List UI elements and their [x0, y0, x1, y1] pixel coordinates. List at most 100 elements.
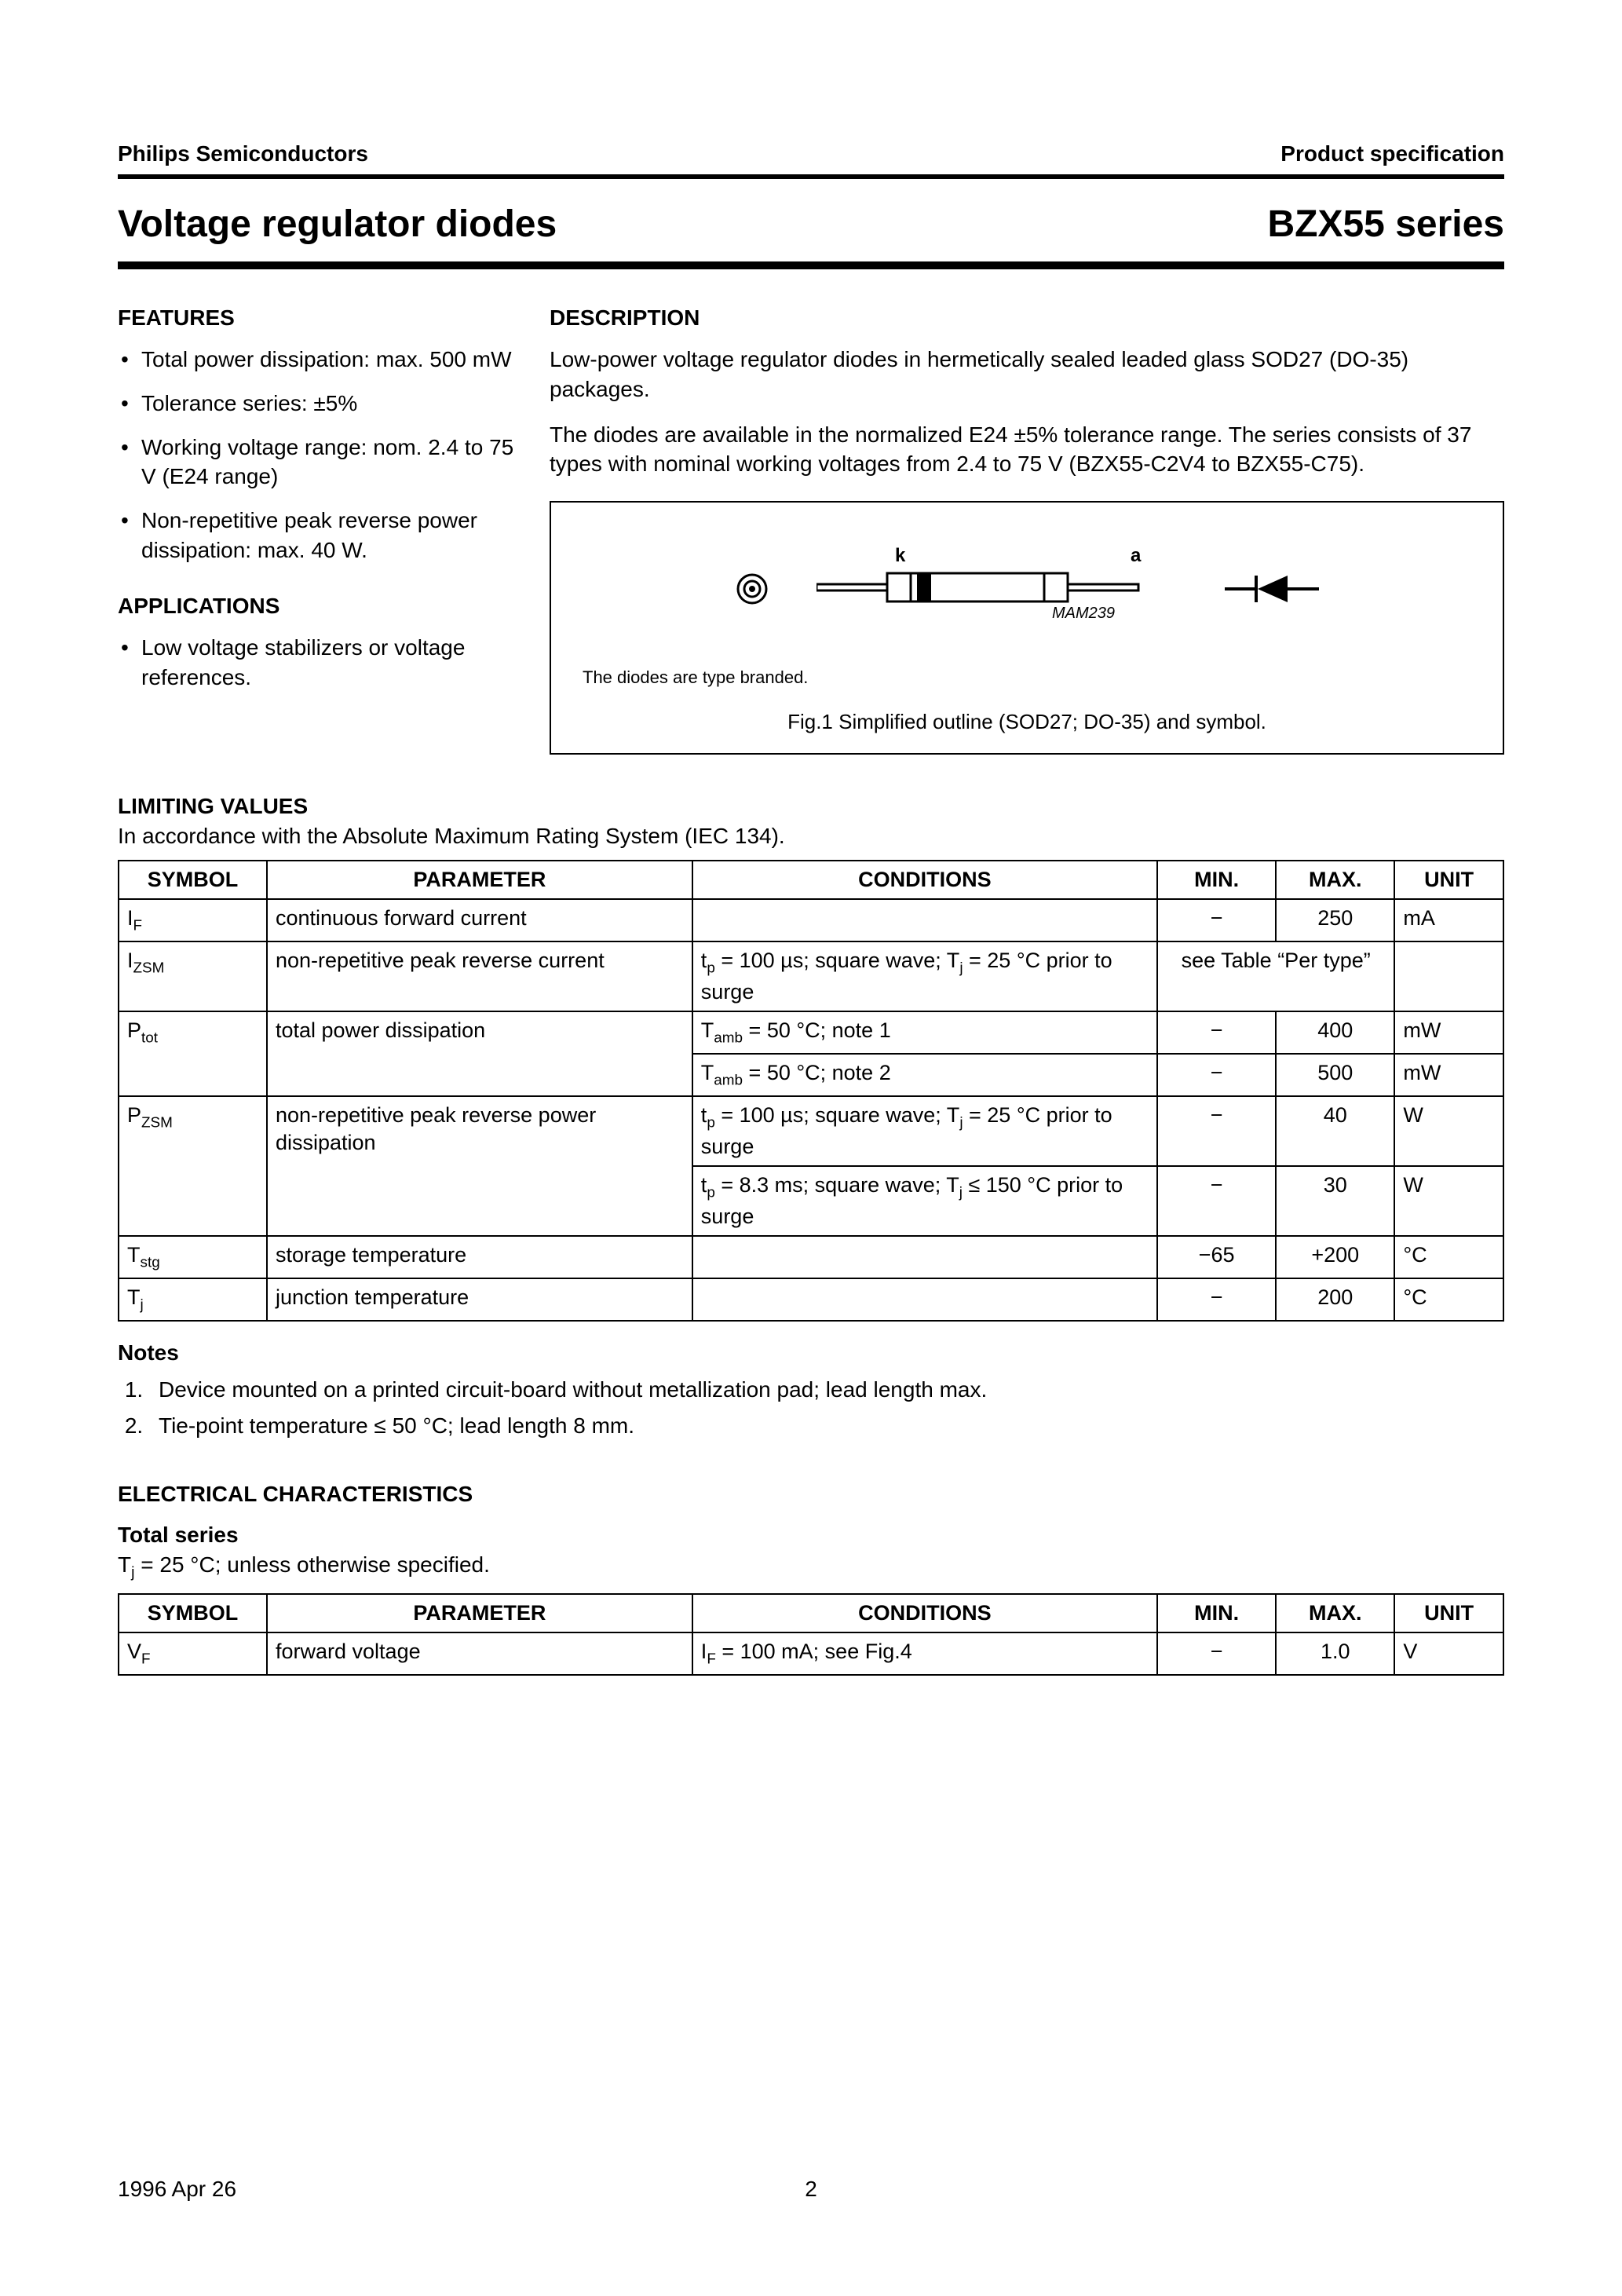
- notes-heading: Notes: [118, 1340, 1504, 1366]
- table-cell: PZSM: [119, 1096, 267, 1166]
- table-cell: °C: [1394, 1278, 1503, 1321]
- table-cell: W: [1394, 1166, 1503, 1236]
- table-cell: 250: [1276, 899, 1394, 941]
- table-cell: 400: [1276, 1011, 1394, 1054]
- table-header-cell: PARAMETER: [267, 1594, 692, 1632]
- table-cell: forward voltage: [267, 1632, 692, 1675]
- table-cell: non-repetitive peak reverse power dissip…: [267, 1096, 692, 1166]
- table-header-cell: CONDITIONS: [692, 861, 1157, 899]
- package-end-view-icon: [735, 572, 769, 606]
- table-cell: VF: [119, 1632, 267, 1675]
- figure-refcode: MAM239: [1052, 605, 1115, 623]
- cathode-label: k: [895, 545, 905, 567]
- package-outline-icon: [816, 556, 1178, 619]
- table-cell: [267, 1054, 692, 1096]
- datasheet-page: Philips Semiconductors Product specifica…: [0, 0, 1622, 2296]
- description-heading: DESCRIPTION: [550, 305, 1504, 331]
- list-item: Working voltage range: nom. 2.4 to 75 V …: [118, 433, 518, 492]
- table-cell: tp = 100 µs; square wave; Tj = 25 °C pri…: [692, 941, 1157, 1011]
- table-cell: tp = 8.3 ms; square wave; Tj ≤ 150 °C pr…: [692, 1166, 1157, 1236]
- left-column: FEATURES Total power dissipation: max. 5…: [118, 301, 518, 755]
- table-cell: 200: [1276, 1278, 1394, 1321]
- electrical-sub2: Tj = 25 °C; unless otherwise specified.: [118, 1552, 1504, 1582]
- table-row: PZSMnon-repetitive peak reverse power di…: [119, 1096, 1503, 1166]
- table-cell: IZSM: [119, 941, 267, 1011]
- figure-box: k a MAM239 The diodes are type branded. …: [550, 501, 1504, 755]
- table-cell: non-repetitive peak reverse current: [267, 941, 692, 1011]
- list-item: Device mounted on a printed circuit-boar…: [149, 1373, 1504, 1406]
- table-cell: [119, 1166, 267, 1236]
- table-header-cell: CONDITIONS: [692, 1594, 1157, 1632]
- table-cell: −: [1157, 1011, 1276, 1054]
- diagram-area: k a MAM239: [575, 526, 1479, 652]
- table-cell: [692, 899, 1157, 941]
- footer-page-number: 2: [805, 2177, 817, 2202]
- table-cell: 30: [1276, 1166, 1394, 1236]
- page-header: Philips Semiconductors Product specifica…: [118, 141, 1504, 166]
- figure-caption: Fig.1 Simplified outline (SOD27; DO-35) …: [575, 710, 1479, 734]
- figure-note: The diodes are type branded.: [583, 667, 1479, 688]
- header-company: Philips Semiconductors: [118, 141, 368, 166]
- two-column-area: FEATURES Total power dissipation: max. 5…: [118, 301, 1504, 755]
- table-header-cell: MAX.: [1276, 1594, 1394, 1632]
- table-cell: −65: [1157, 1236, 1276, 1278]
- table-cell: continuous forward current: [267, 899, 692, 941]
- table-cell: −: [1157, 1054, 1276, 1096]
- diode-symbol-icon: [1225, 569, 1319, 609]
- table-cell: [119, 1054, 267, 1096]
- table-cell: +200: [1276, 1236, 1394, 1278]
- table-row: Ptottotal power dissipationTamb = 50 °C;…: [119, 1011, 1503, 1054]
- list-item: Tolerance series: ±5%: [118, 389, 518, 419]
- page-title: Voltage regulator diodes: [118, 203, 557, 246]
- table-row: IZSMnon-repetitive peak reverse currentt…: [119, 941, 1503, 1011]
- header-doctype: Product specification: [1280, 141, 1504, 166]
- table-cell: 40: [1276, 1096, 1394, 1166]
- electrical-table: SYMBOLPARAMETERCONDITIONSMIN.MAX.UNIT VF…: [118, 1593, 1504, 1676]
- table-cell: Ptot: [119, 1011, 267, 1054]
- electrical-sub1: Total series: [118, 1523, 1504, 1548]
- list-item: Low voltage stabilizers or voltage refer…: [118, 633, 518, 693]
- right-column: DESCRIPTION Low-power voltage regulator …: [550, 301, 1504, 755]
- table-row: VFforward voltageIF = 100 mA; see Fig.4−…: [119, 1632, 1503, 1675]
- part-series: BZX55 series: [1267, 203, 1504, 246]
- table-cell: 500: [1276, 1054, 1394, 1096]
- table-cell: −: [1157, 1278, 1276, 1321]
- electrical-heading: ELECTRICAL CHARACTERISTICS: [118, 1482, 1504, 1507]
- table-header-cell: PARAMETER: [267, 861, 692, 899]
- table-cell: °C: [1394, 1236, 1503, 1278]
- anode-label: a: [1131, 545, 1141, 567]
- table-cell: [1394, 941, 1503, 1011]
- table-row: Tamb = 50 °C; note 2−500mW: [119, 1054, 1503, 1096]
- table-cell: −: [1157, 899, 1276, 941]
- list-item: Total power dissipation: max. 500 mW: [118, 345, 518, 375]
- table-row: tp = 8.3 ms; square wave; Tj ≤ 150 °C pr…: [119, 1166, 1503, 1236]
- rule-top: [118, 174, 1504, 179]
- table-cell: mA: [1394, 899, 1503, 941]
- table-cell: 1.0: [1276, 1632, 1394, 1675]
- table-header-row: SYMBOLPARAMETERCONDITIONSMIN.MAX.UNIT: [119, 1594, 1503, 1632]
- table-cell: tp = 100 µs; square wave; Tj = 25 °C pri…: [692, 1096, 1157, 1166]
- table-cell: mW: [1394, 1011, 1503, 1054]
- table-cell: junction temperature: [267, 1278, 692, 1321]
- table-cell: Tstg: [119, 1236, 267, 1278]
- table-cell: total power dissipation: [267, 1011, 692, 1054]
- table-cell: V: [1394, 1632, 1503, 1675]
- table-cell: W: [1394, 1096, 1503, 1166]
- table-row: IFcontinuous forward current −250mA: [119, 899, 1503, 941]
- features-heading: FEATURES: [118, 305, 518, 331]
- limiting-heading: LIMITING VALUES: [118, 794, 1504, 819]
- table-header-cell: UNIT: [1394, 1594, 1503, 1632]
- description-p2: The diodes are available in the normaliz…: [550, 420, 1504, 480]
- table-header-row: SYMBOLPARAMETERCONDITIONSMIN.MAX.UNIT: [119, 861, 1503, 899]
- table-header-cell: MAX.: [1276, 861, 1394, 899]
- table-cell: [692, 1278, 1157, 1321]
- table-cell: IF: [119, 899, 267, 941]
- footer-date: 1996 Apr 26: [118, 2177, 236, 2202]
- table-cell: see Table “Per type”: [1157, 941, 1394, 1011]
- table-row: Tjjunction temperature−200°C: [119, 1278, 1503, 1321]
- notes-list: Device mounted on a printed circuit-boar…: [118, 1373, 1504, 1442]
- table-cell: storage temperature: [267, 1236, 692, 1278]
- applications-list: Low voltage stabilizers or voltage refer…: [118, 633, 518, 693]
- title-row: Voltage regulator diodes BZX55 series: [118, 203, 1504, 246]
- features-list: Total power dissipation: max. 500 mW Tole…: [118, 345, 518, 565]
